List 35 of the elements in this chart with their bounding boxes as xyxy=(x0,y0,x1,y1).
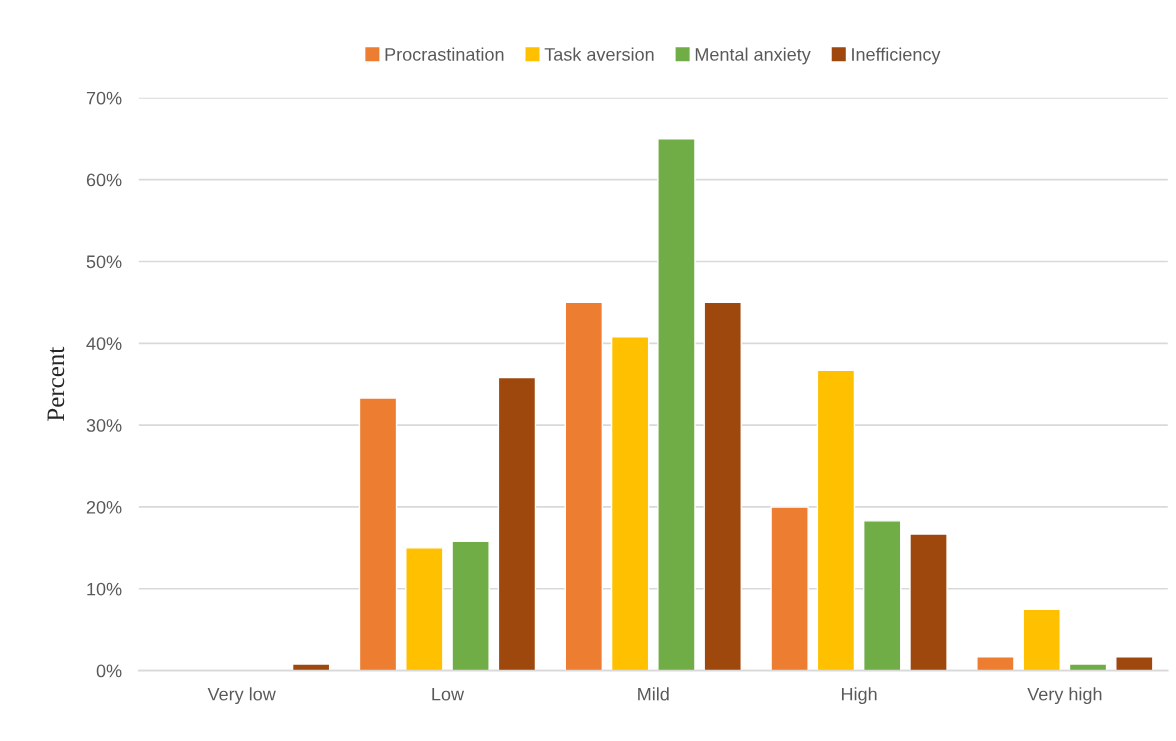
bar xyxy=(770,506,809,671)
bar xyxy=(863,520,902,671)
bar xyxy=(405,547,444,671)
bar xyxy=(909,533,948,671)
x-tick-label: Very high xyxy=(1027,687,1102,705)
bar xyxy=(451,540,490,671)
y-tick-label: 40% xyxy=(86,337,122,351)
y-tick-label: 50% xyxy=(86,255,122,269)
bar xyxy=(564,301,604,671)
bar xyxy=(976,655,1015,671)
x-tick-label: Mild xyxy=(638,687,669,701)
bar xyxy=(610,336,650,671)
y-tick-label: 10% xyxy=(87,582,122,596)
y-tick-label: 70% xyxy=(86,91,122,105)
legend-label: Procrastination xyxy=(385,47,504,61)
legend-label: Mental anxiety xyxy=(695,47,811,65)
x-tick-label: High xyxy=(841,687,877,705)
x-tick-label: Low xyxy=(432,687,465,701)
x-tick-label: Very low xyxy=(207,687,276,705)
bar xyxy=(1068,663,1108,671)
bar xyxy=(816,369,856,671)
legend-label: Task aversion xyxy=(544,47,654,61)
bar xyxy=(291,663,331,671)
bar xyxy=(657,138,696,671)
bar xyxy=(358,397,398,671)
y-axis-title: Percent xyxy=(47,346,65,421)
y-tick-label: 60% xyxy=(86,173,122,187)
y-tick-label: 30% xyxy=(86,419,122,432)
bar xyxy=(497,376,537,671)
bar xyxy=(1115,655,1154,671)
y-tick-label: 20% xyxy=(86,500,122,514)
bar xyxy=(703,301,742,671)
y-tick-label: 0% xyxy=(96,664,122,678)
bar xyxy=(1022,608,1061,671)
legend-label: Inefficiency xyxy=(852,47,941,65)
